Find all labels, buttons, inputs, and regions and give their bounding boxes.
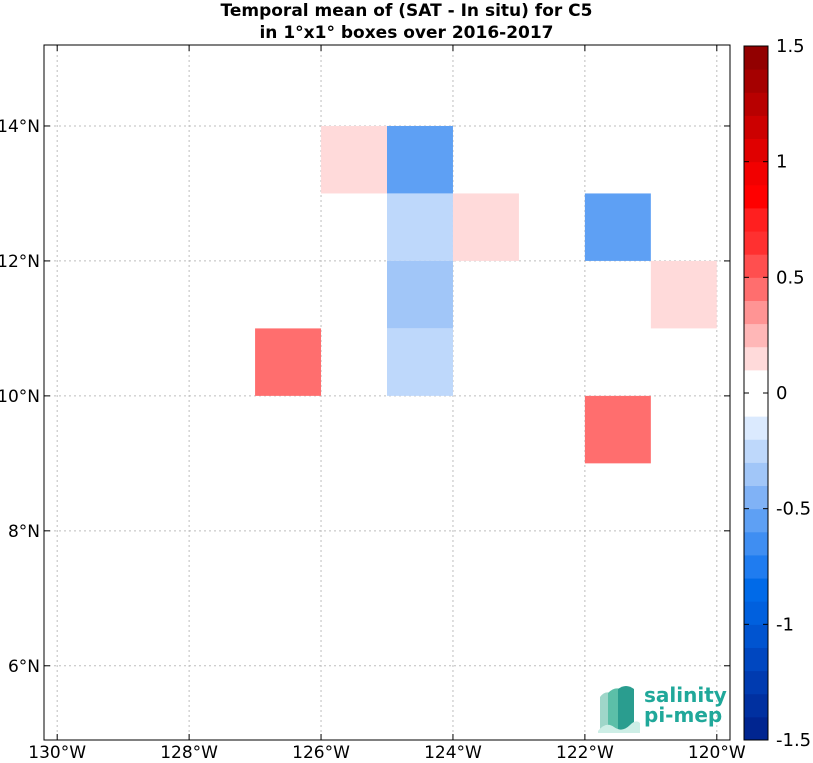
x-tick-label: 120°W xyxy=(688,743,746,763)
logo-word-pi-mep: pi-mep xyxy=(644,703,723,727)
heatmap-cell xyxy=(650,260,717,329)
colorbar-segment xyxy=(744,393,768,417)
colorbar-segment xyxy=(744,439,768,463)
salinity-pi-mep-logo: salinity pi-mep xyxy=(596,683,727,733)
cells-layer xyxy=(255,125,717,464)
colorbar-tick-label: -0.5 xyxy=(776,499,811,520)
heatmap-cell xyxy=(387,193,453,261)
colorbar-tick-label: -1.5 xyxy=(776,730,811,751)
colorbar-segment xyxy=(744,300,768,325)
x-tick-label: 126°W xyxy=(292,743,350,763)
colorbar-segment xyxy=(744,531,768,556)
colorbar-segment xyxy=(744,115,768,140)
chart-title: Temporal mean of (SAT - In situ) for C5 … xyxy=(0,0,813,44)
colorbar-segment xyxy=(744,323,768,348)
colorbar-segment xyxy=(744,601,768,625)
heatmap-cell xyxy=(255,328,322,396)
colorbar-segment xyxy=(744,670,768,695)
heatmap-cell xyxy=(584,193,651,261)
chart-title-line1: Temporal mean of (SAT - In situ) for C5 xyxy=(220,1,593,21)
y-tick-label: 10°N xyxy=(0,387,40,407)
heatmap-cell xyxy=(387,125,453,194)
colorbar-tick-label: 1 xyxy=(776,152,787,173)
colorbar-segment xyxy=(744,138,768,163)
x-tick-label: 122°W xyxy=(556,743,614,763)
colorbar-segment xyxy=(744,716,768,741)
y-tick-label: 6°N xyxy=(8,657,40,677)
colorbar-segment xyxy=(744,693,768,718)
colorbar-segment xyxy=(744,46,768,70)
colorbar-tick-label: 0 xyxy=(776,383,787,404)
heatmap-cell xyxy=(452,193,519,261)
colorbar-segment xyxy=(744,277,768,301)
colorbar-segment xyxy=(744,369,768,394)
colorbar-segment xyxy=(744,485,768,510)
colorbar-tick-label: 1.5 xyxy=(776,36,805,57)
colorbar-tick-label: 0.5 xyxy=(776,267,805,288)
colorbar-segment xyxy=(744,346,768,371)
heatmap-cell xyxy=(387,260,453,329)
colorbar-segment xyxy=(744,416,768,440)
y-tick-label: 12°N xyxy=(0,252,40,272)
y-tick-label: 8°N xyxy=(8,522,40,542)
waves-icon xyxy=(598,686,640,733)
plot-frame xyxy=(43,44,731,741)
logo-word-salinity: salinity xyxy=(644,683,727,707)
ticks-layer: 130°W 128°W 126°W 124°W 122°W 120°W 6°N 8°N 10°N… xyxy=(0,45,746,763)
colorbar-segment xyxy=(744,207,768,232)
colorbar-segment xyxy=(744,508,768,533)
y-tick-label: 14°N xyxy=(0,117,40,137)
colorbar-segment xyxy=(744,578,768,602)
x-tick-label: 128°W xyxy=(160,743,218,763)
colorbar: 1.5 1 0.5 0 -0.5 -1 -1.5 xyxy=(743,36,811,751)
heatmap-cell xyxy=(584,395,651,464)
colorbar-segment xyxy=(744,231,768,255)
colorbar-segment xyxy=(744,624,768,648)
colorbar-segment xyxy=(744,92,768,116)
x-tick-label: 124°W xyxy=(424,743,482,763)
colorbar-segment xyxy=(744,184,768,209)
chart-title-line2: in 1°x1° boxes over 2016-2017 xyxy=(259,23,554,43)
x-tick-label: 130°W xyxy=(28,743,86,763)
colorbar-segment xyxy=(744,554,768,579)
heatmap-cell xyxy=(321,125,387,194)
colorbar-segment xyxy=(744,69,768,93)
colorbar-segment xyxy=(744,647,768,672)
colorbar-tick-label: -1 xyxy=(776,614,794,635)
heatmap-cell xyxy=(387,328,453,396)
colorbar-segment xyxy=(744,462,768,487)
colorbar-segment xyxy=(744,161,768,186)
colorbar-segment xyxy=(744,254,768,278)
